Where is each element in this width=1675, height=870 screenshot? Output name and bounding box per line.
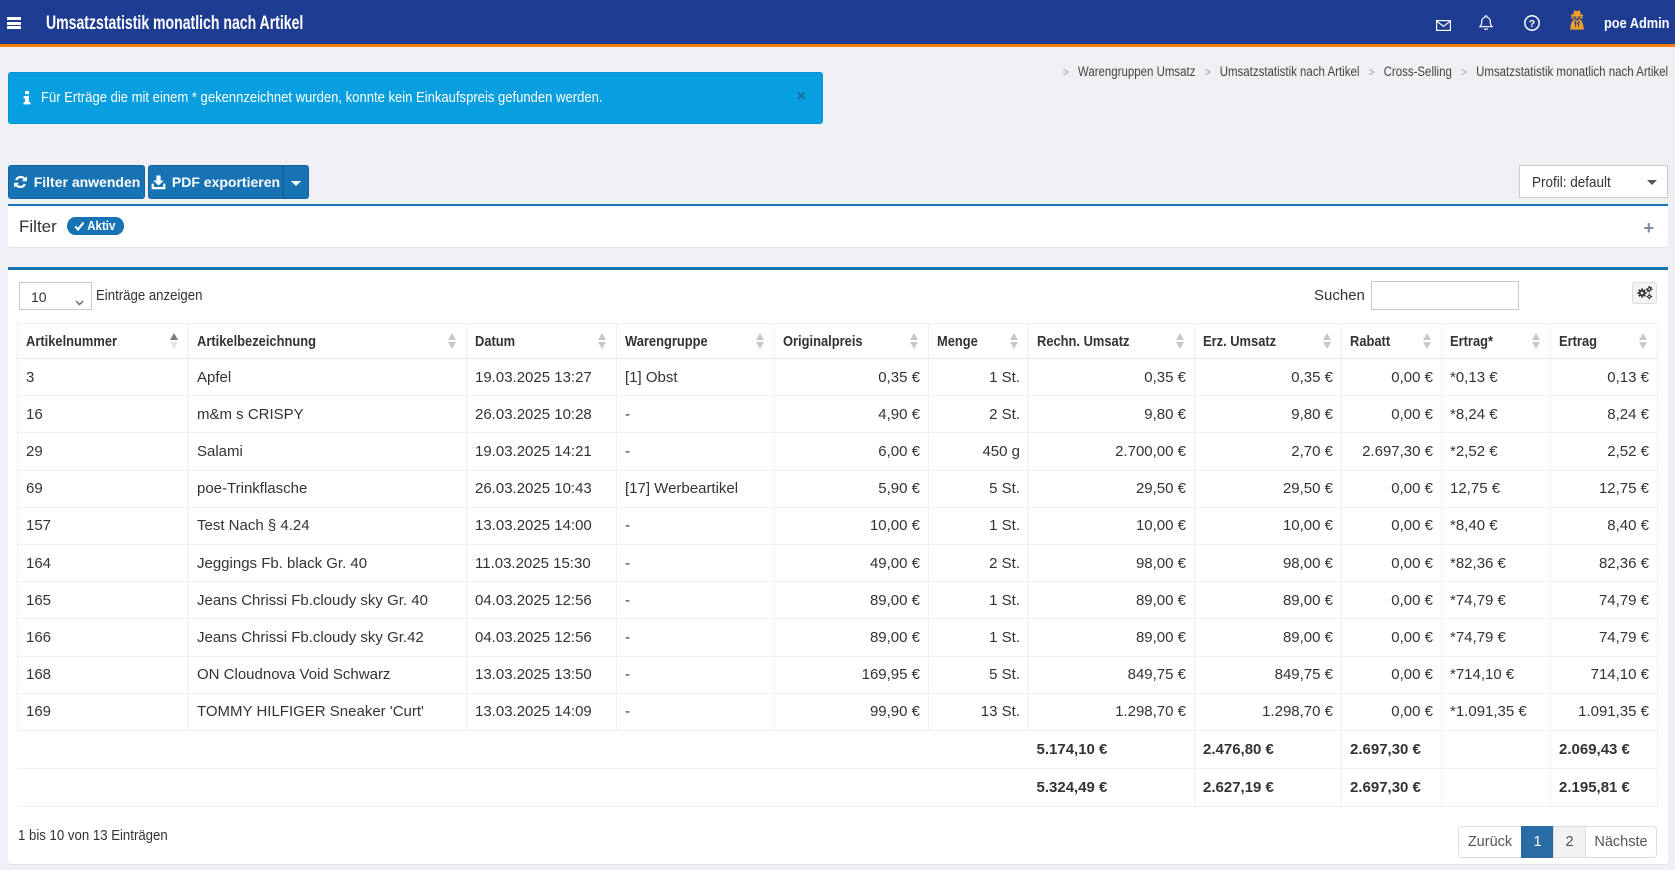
- svg-text:?: ?: [1529, 18, 1535, 30]
